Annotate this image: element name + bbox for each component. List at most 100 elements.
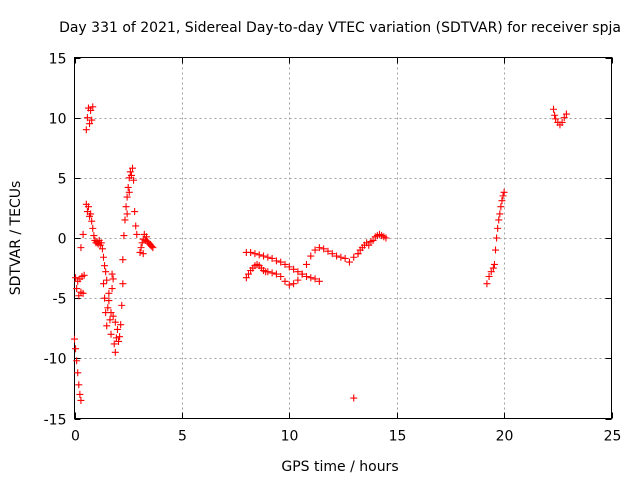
data-point	[79, 289, 87, 297]
data-point	[148, 242, 156, 250]
data-point	[75, 292, 83, 300]
data-point	[281, 260, 289, 268]
data-point	[123, 193, 131, 201]
data-point	[79, 230, 87, 238]
data-point	[345, 258, 353, 266]
data-point	[487, 268, 495, 276]
data-point	[104, 304, 112, 312]
data-point	[268, 254, 276, 262]
data-point	[285, 263, 293, 271]
data-point	[272, 257, 280, 265]
data-point	[260, 252, 268, 260]
data-point	[500, 188, 508, 196]
data-point	[350, 394, 358, 402]
data-point	[128, 164, 136, 172]
data-point	[75, 381, 83, 389]
data-point	[285, 281, 293, 289]
data-point	[86, 120, 94, 128]
y-tick-label: -15	[44, 413, 67, 429]
data-point	[272, 270, 280, 278]
data-point	[354, 250, 362, 258]
data-point	[132, 222, 140, 230]
data-point	[264, 268, 272, 276]
data-point	[110, 340, 118, 348]
data-point	[71, 335, 78, 343]
data-point	[88, 116, 96, 124]
data-point	[107, 330, 115, 338]
data-point	[124, 183, 132, 191]
data-point	[558, 118, 566, 126]
data-point	[101, 262, 109, 270]
data-point	[328, 250, 336, 258]
data-point	[311, 275, 319, 283]
data-point	[99, 280, 107, 288]
chart-title: Day 331 of 2021, Sidereal Day-to-day VTE…	[59, 20, 621, 36]
data-point	[123, 210, 131, 218]
x-tick-label: 5	[178, 429, 187, 445]
y-tick-label: 15	[49, 52, 67, 68]
data-point	[89, 103, 97, 111]
data-point	[337, 253, 345, 261]
data-point	[72, 274, 80, 282]
data-point	[77, 244, 85, 252]
x-tick-label: 25	[604, 429, 622, 445]
data-point	[311, 246, 319, 254]
x-tick-label: 0	[71, 429, 80, 445]
data-point	[496, 210, 504, 218]
x-tick-label: 10	[281, 429, 299, 445]
data-point	[131, 208, 139, 216]
data-point	[109, 312, 117, 320]
data-point	[111, 348, 119, 356]
data-point	[73, 357, 81, 365]
data-point	[136, 248, 144, 256]
data-point	[302, 260, 310, 268]
data-point	[72, 345, 80, 353]
data-point	[120, 232, 128, 240]
series-mid-lower	[242, 244, 362, 289]
data-point	[74, 369, 82, 377]
data-point	[294, 268, 302, 276]
series-mid-rise	[354, 230, 390, 258]
data-point	[119, 256, 127, 264]
data-point	[122, 203, 130, 211]
data-point	[107, 309, 115, 317]
series-late-a	[483, 188, 508, 288]
series-early-b	[72, 230, 88, 300]
data-points	[71, 103, 570, 404]
data-point	[333, 252, 341, 260]
series-early-d	[82, 200, 111, 284]
data-point	[483, 280, 491, 288]
data-point	[103, 276, 111, 284]
data-point	[490, 260, 498, 268]
data-point	[113, 325, 121, 333]
series-late-b	[550, 105, 570, 129]
data-point	[498, 197, 506, 205]
data-point	[84, 203, 92, 211]
data-point	[89, 224, 97, 232]
data-point	[382, 234, 390, 242]
data-point	[315, 244, 323, 252]
data-point	[307, 252, 315, 260]
data-point	[137, 244, 145, 252]
y-tick-label: 5	[58, 172, 67, 188]
x-tick-label: 20	[496, 429, 514, 445]
data-point	[83, 114, 91, 122]
data-point	[489, 264, 497, 272]
data-point	[298, 270, 306, 278]
data-point	[315, 277, 323, 285]
series-early-f	[119, 164, 141, 264]
data-point	[255, 251, 263, 259]
data-point	[87, 210, 95, 218]
data-point	[101, 294, 109, 302]
data-point	[494, 224, 502, 232]
data-point	[149, 244, 157, 252]
data-point	[499, 192, 507, 200]
data-point	[90, 232, 98, 240]
data-point	[247, 248, 255, 256]
data-point	[562, 110, 570, 118]
data-point	[277, 258, 285, 266]
data-point	[492, 246, 500, 254]
data-point	[277, 273, 285, 281]
data-point	[112, 334, 120, 342]
data-point	[294, 276, 302, 284]
